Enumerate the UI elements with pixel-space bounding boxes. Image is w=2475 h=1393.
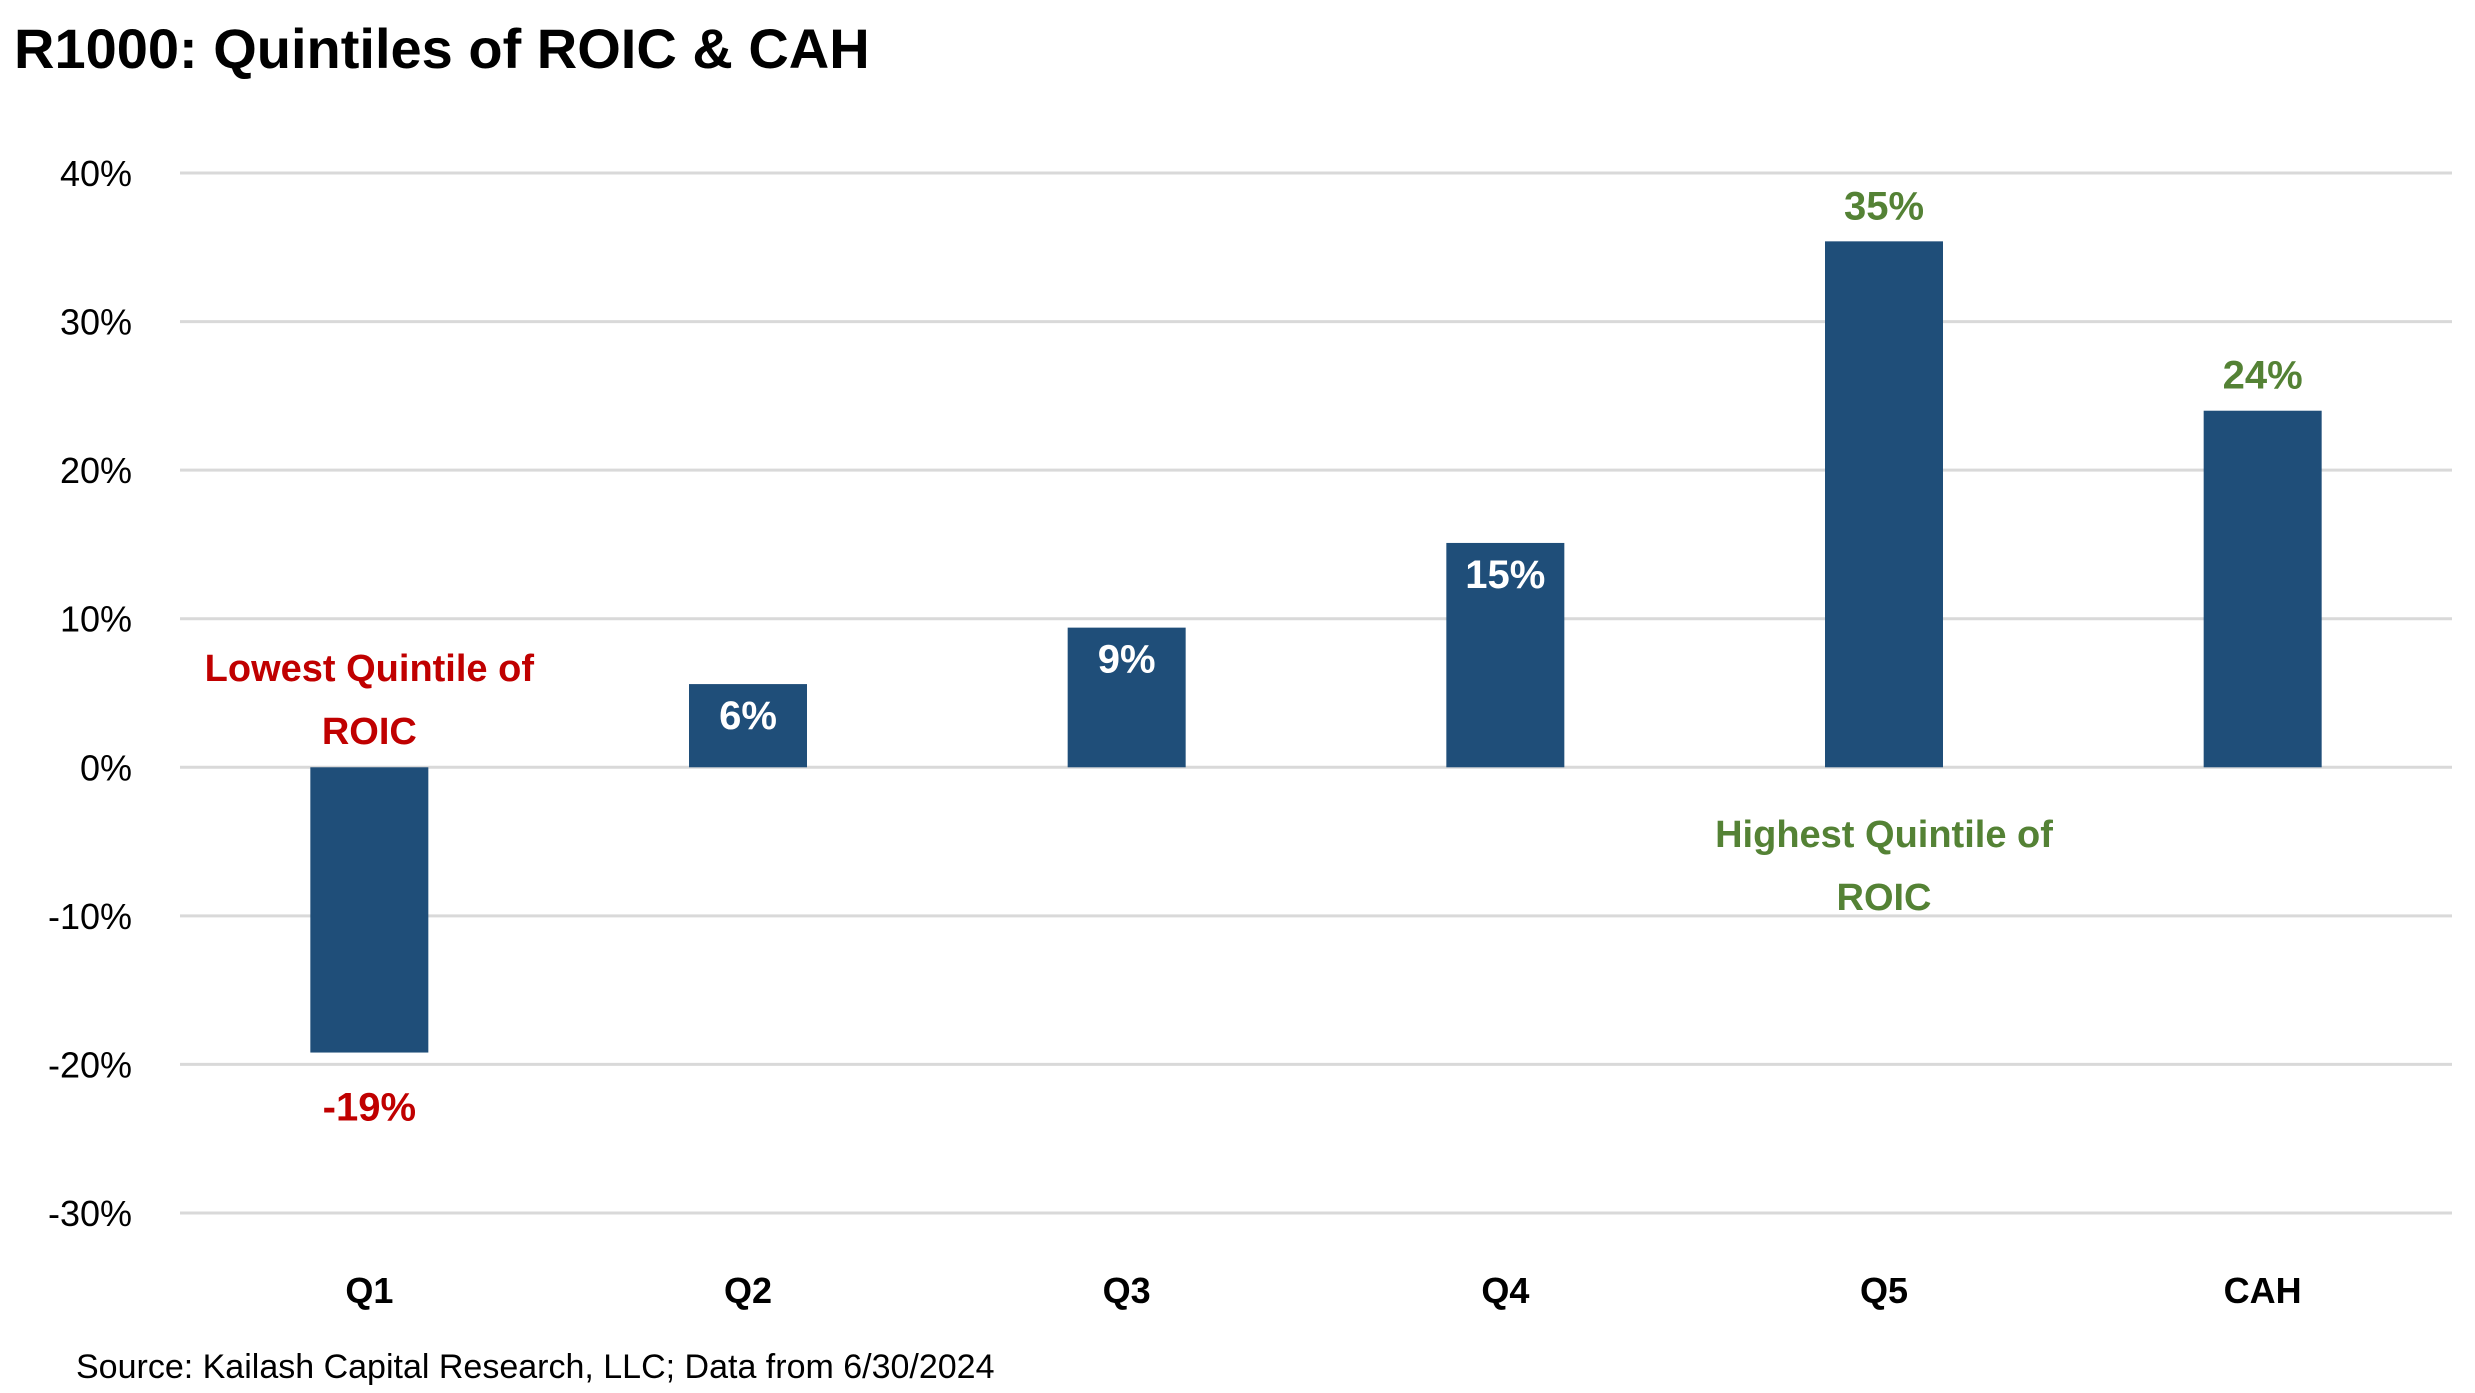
bar-q2 bbox=[689, 684, 807, 768]
annotations: Lowest Quintile of ROIC Highest Quintile o… bbox=[205, 648, 2054, 919]
y-tick-label: -30% bbox=[48, 1193, 132, 1234]
y-tick-label: 40% bbox=[60, 153, 132, 194]
x-tick-label: Q5 bbox=[1860, 1270, 1908, 1311]
bar-q3 bbox=[1067, 627, 1186, 768]
bar-q1 bbox=[310, 767, 429, 1053]
y-tick-label: 0% bbox=[80, 747, 132, 788]
x-tick-label: Q3 bbox=[1103, 1270, 1151, 1311]
x-axis-categories: Q1 Q2 Q3 Q4 Q5 CAH bbox=[345, 1270, 2301, 1311]
gridlines bbox=[180, 171, 2452, 1215]
data-label: -19% bbox=[323, 1086, 416, 1130]
y-tick-label: -10% bbox=[48, 896, 132, 937]
x-tick-label: Q2 bbox=[724, 1270, 772, 1311]
data-labels: -19% 6% 9% 15% 35% 24% bbox=[323, 184, 2303, 1129]
annotation-text: Highest Quintile of bbox=[1715, 814, 2053, 856]
bar-cah bbox=[2203, 410, 2322, 768]
bar-q5 bbox=[1825, 241, 1943, 768]
source-note: Source: Kailash Capital Research, LLC; D… bbox=[76, 1348, 995, 1386]
y-tick-label: 20% bbox=[60, 450, 132, 491]
annotation-text: ROIC bbox=[322, 711, 417, 753]
data-label: 15% bbox=[1465, 553, 1545, 597]
x-tick-label: CAH bbox=[2224, 1270, 2302, 1311]
data-label: 35% bbox=[1844, 184, 1924, 228]
annotation-text: ROIC bbox=[1837, 877, 1932, 919]
y-axis-ticks: 40% 30% 20% 10% 0% -10% -20% -30% bbox=[48, 153, 132, 1234]
data-label: 6% bbox=[719, 694, 777, 738]
bars bbox=[310, 241, 2322, 1053]
x-tick-label: Q1 bbox=[345, 1270, 393, 1311]
bar-q4 bbox=[1446, 542, 1565, 768]
data-label: 9% bbox=[1098, 638, 1156, 682]
y-tick-label: 10% bbox=[60, 599, 132, 640]
data-label: 24% bbox=[2223, 354, 2303, 398]
chart-title: R1000: Quintiles of ROIC & CAH bbox=[14, 17, 870, 80]
y-tick-label: 30% bbox=[60, 302, 132, 343]
y-tick-label: -20% bbox=[48, 1044, 132, 1085]
x-tick-label: Q4 bbox=[1481, 1270, 1529, 1311]
annotation-text: Lowest Quintile of bbox=[205, 648, 535, 690]
